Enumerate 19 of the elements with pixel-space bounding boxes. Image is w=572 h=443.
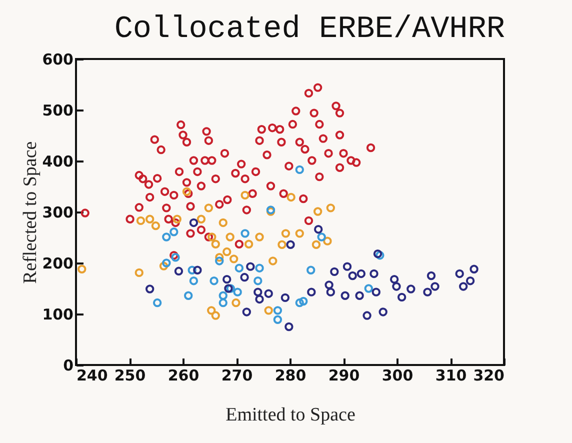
y-tick-label: 0 [63,356,74,374]
y-tick-label: 600 [42,50,74,68]
x-axis-title: Emitted to Space [226,404,356,426]
x-tick-label: 280 [274,366,306,384]
y-tick-label: 100 [42,306,74,324]
x-tick-label: 260 [168,366,200,384]
y-tick-label: 500 [42,102,74,120]
y-tick-label: 400 [42,152,74,170]
chart-title: Collocated ERBE/AVHRR [114,12,505,47]
x-tick-label: 300 [382,366,414,384]
x-tick-label: 290 [328,366,360,384]
x-tick-label: 310 [435,366,467,384]
y-tick-label: 300 [42,204,74,222]
x-tick-label: 250 [114,366,146,384]
y-axis-title: Reflected to Space [20,141,42,284]
y-tick-label: 200 [42,254,74,272]
x-tick-label: 320 [473,366,504,384]
x-tick-label: 270 [221,366,253,384]
x-tick-label: 240 [76,366,108,384]
